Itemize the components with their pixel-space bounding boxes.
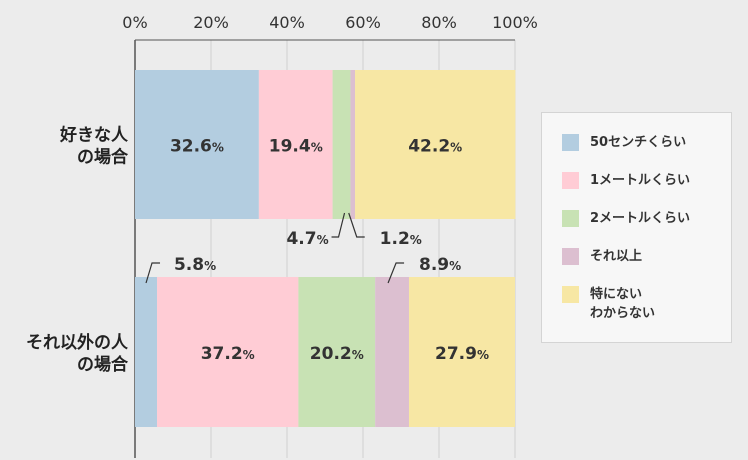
data-label: 8.9% bbox=[419, 255, 461, 275]
leader-line bbox=[331, 212, 346, 238]
bar-segment bbox=[350, 70, 356, 219]
legend-swatch bbox=[562, 134, 579, 151]
category-label: それ以外の人の場合 bbox=[26, 332, 129, 375]
legend-label: 1メートルくらい bbox=[590, 173, 691, 188]
bar-segment bbox=[157, 277, 299, 427]
category-label: 好きな人の場合 bbox=[59, 125, 129, 168]
data-label: 19.4% bbox=[269, 137, 323, 157]
bar-segment bbox=[258, 70, 333, 219]
legend-item: 50センチくらい bbox=[562, 133, 686, 152]
x-tick-label: 40% bbox=[269, 13, 305, 32]
legend: 50センチくらい 1メートルくらい 2メートルくらい それ以上特にない わからない bbox=[541, 112, 732, 343]
legend-item: 2メートルくらい bbox=[562, 209, 690, 228]
data-label: 5.8% bbox=[174, 255, 216, 275]
legend-label: 50センチくらい bbox=[590, 135, 687, 150]
legend-label: 特にない わからない bbox=[590, 287, 656, 321]
x-tick-label: 0% bbox=[122, 13, 147, 32]
data-label: 4.7% bbox=[286, 229, 328, 249]
x-tick-label: 100% bbox=[492, 13, 538, 32]
legend-swatch bbox=[562, 248, 579, 265]
bar-segment bbox=[408, 277, 515, 427]
data-label: 32.6% bbox=[170, 137, 224, 157]
leader-line bbox=[348, 212, 365, 238]
bar-segment bbox=[375, 277, 409, 427]
legend-swatch bbox=[562, 210, 579, 227]
leader-line bbox=[387, 262, 405, 284]
data-label: 42.2% bbox=[408, 137, 462, 157]
data-label: 1.2% bbox=[380, 229, 422, 249]
data-label: 27.9% bbox=[435, 344, 489, 364]
x-tick-label: 20% bbox=[193, 13, 229, 32]
bar-segment bbox=[298, 277, 376, 427]
legend-swatch bbox=[562, 286, 579, 303]
bar-segment bbox=[135, 277, 158, 427]
legend-item: 1メートルくらい bbox=[562, 171, 690, 190]
data-label: 20.2% bbox=[310, 344, 364, 364]
x-tick-label: 60% bbox=[345, 13, 381, 32]
bar-segment bbox=[135, 70, 259, 219]
leader-line bbox=[145, 262, 161, 284]
bar-segment bbox=[332, 70, 351, 219]
legend-swatch bbox=[562, 172, 579, 189]
legend-label: それ以上 bbox=[590, 249, 643, 264]
data-label: 37.2% bbox=[201, 344, 255, 364]
x-tick-label: 80% bbox=[421, 13, 457, 32]
legend-item: 特にない わからない bbox=[562, 285, 655, 323]
legend-item: それ以上 bbox=[562, 247, 642, 266]
legend-label: 2メートルくらい bbox=[590, 211, 691, 226]
bar-segment bbox=[355, 70, 516, 219]
